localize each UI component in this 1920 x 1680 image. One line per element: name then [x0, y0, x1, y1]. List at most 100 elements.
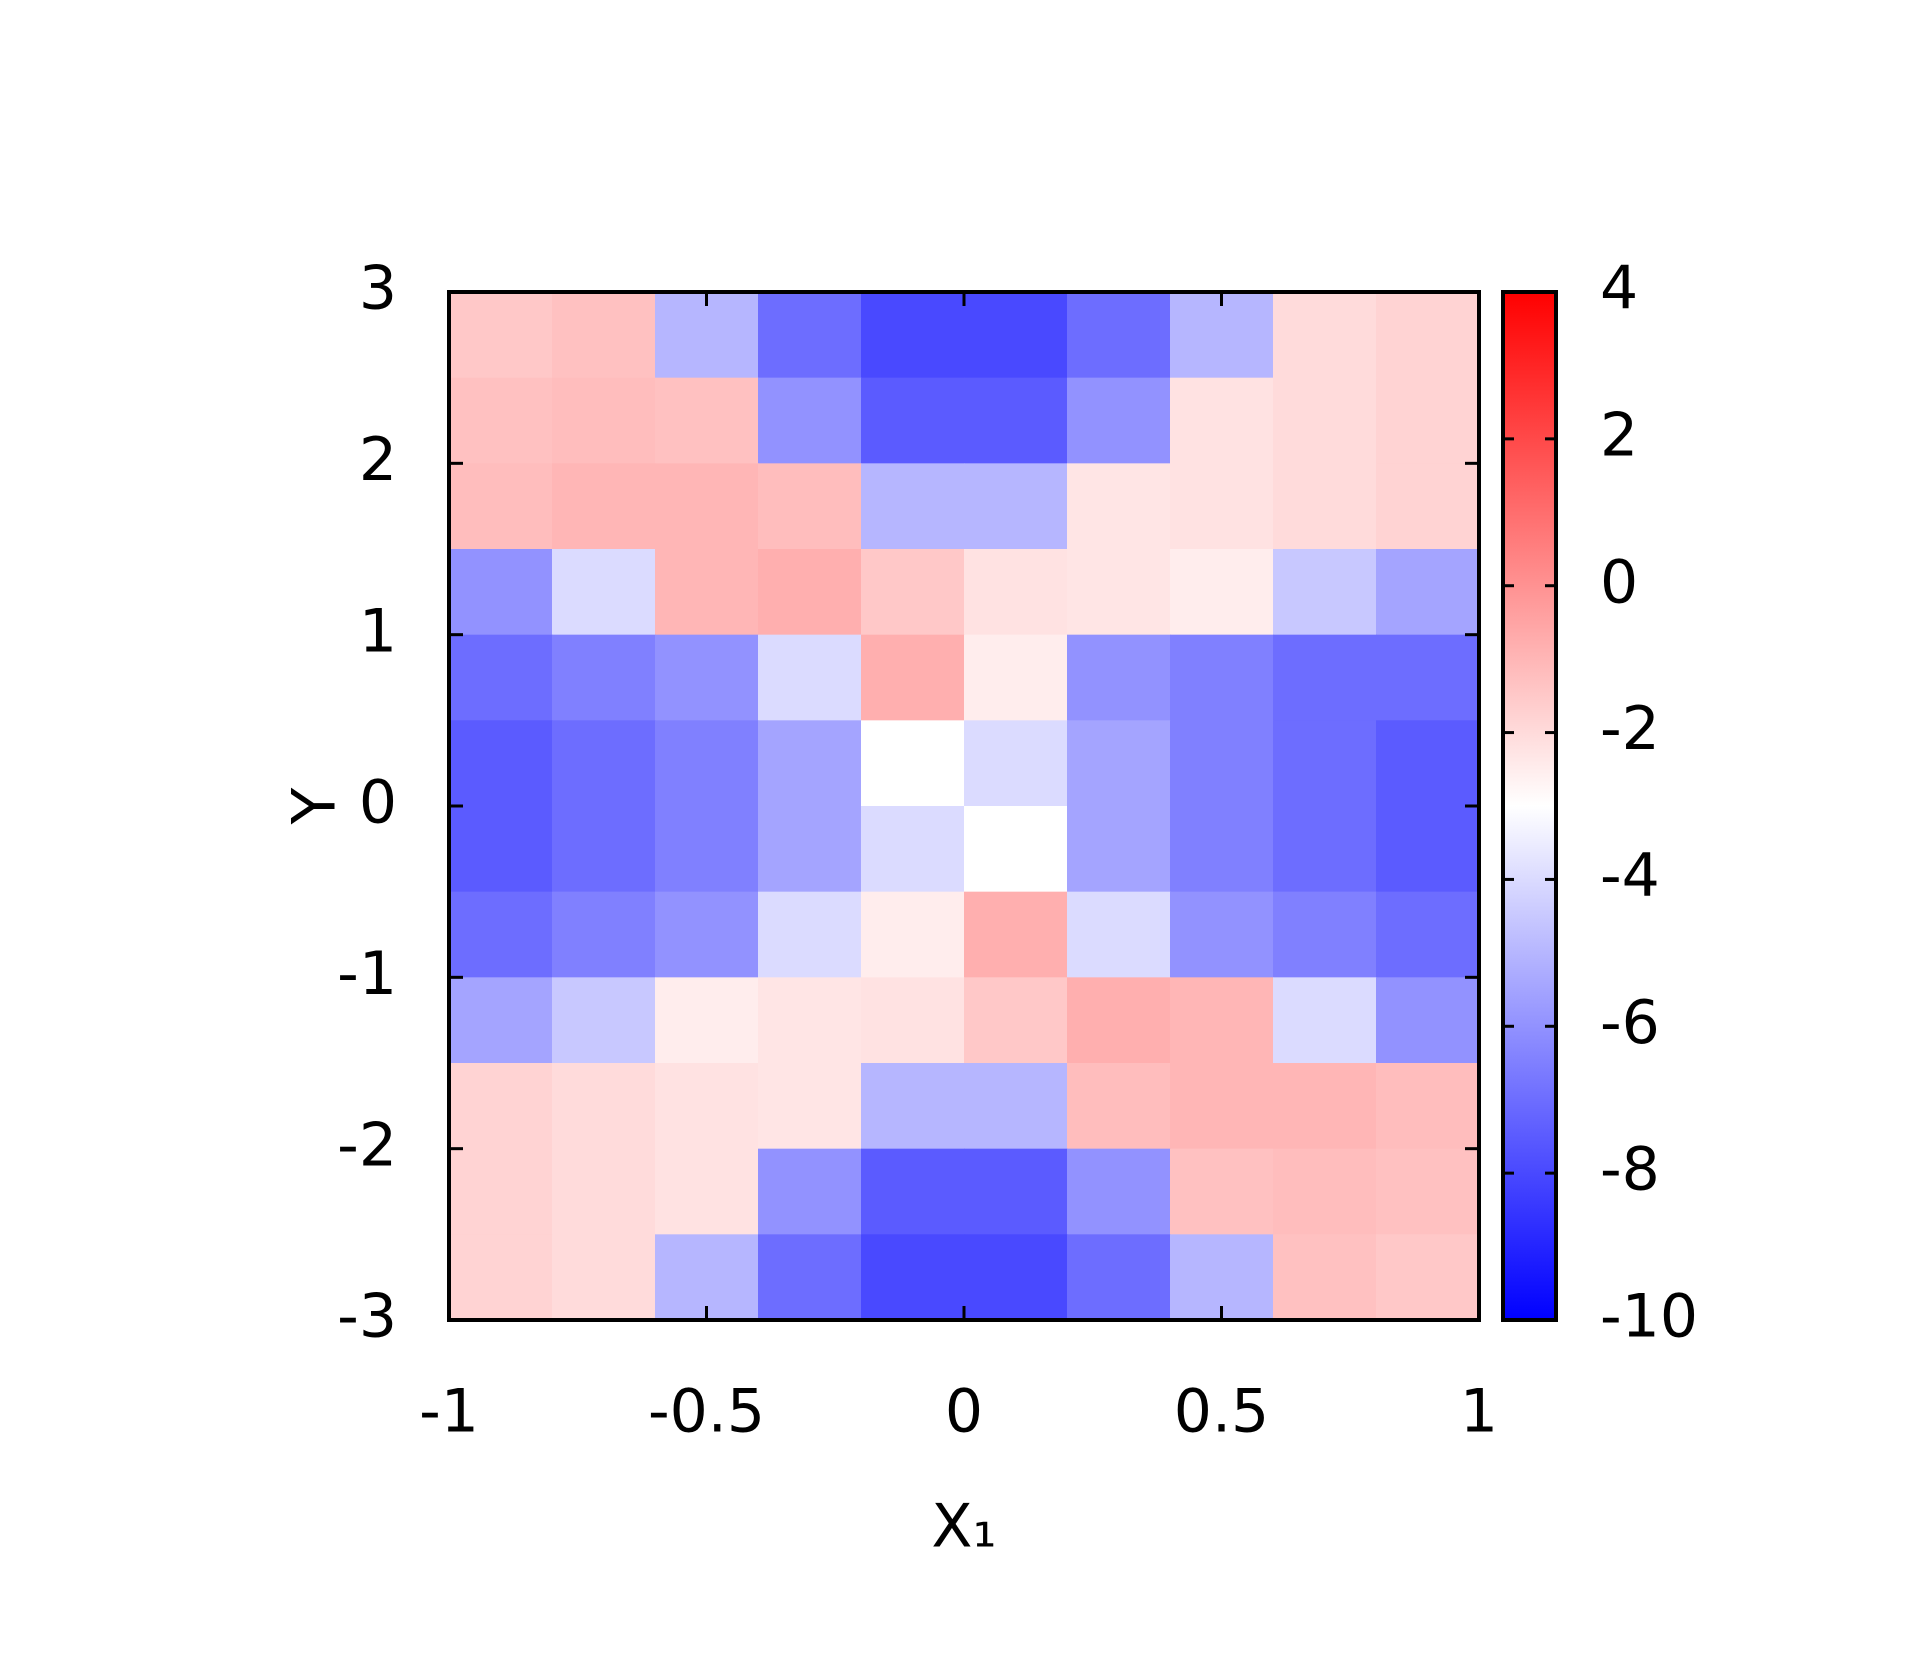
colorbar-tick-label: 4 [1600, 254, 1638, 324]
heatmap-cell [1273, 549, 1377, 636]
heatmap-cell [1067, 377, 1171, 464]
heatmap-cell [1067, 549, 1171, 636]
heatmap-cell [552, 377, 656, 464]
heatmap-cell [758, 1063, 862, 1150]
heatmap-cell [449, 1063, 553, 1150]
heatmap-cell [1067, 463, 1171, 550]
heatmap-cell [449, 806, 553, 893]
heatmap-cell [861, 377, 965, 464]
heatmap-cell [1376, 549, 1480, 636]
heatmap-cell [758, 549, 862, 636]
heatmap-cell [552, 463, 656, 550]
heatmap-cell [758, 1234, 862, 1321]
heatmap-cell [552, 1148, 656, 1235]
heatmap-cell [552, 549, 656, 636]
heatmap-cell [552, 1234, 656, 1321]
colorbar-tick-label: -6 [1600, 988, 1660, 1058]
heatmap-cell [758, 377, 862, 464]
heatmap-cell [552, 292, 656, 379]
heatmap-cell [1376, 377, 1480, 464]
y-tick-label: -2 [337, 1110, 397, 1180]
colorbar-tick-label: -8 [1600, 1135, 1660, 1205]
heatmap-cell [758, 1148, 862, 1235]
heatmap-cell [655, 720, 759, 807]
heatmap-cell [449, 1148, 553, 1235]
heatmap-cell [1273, 463, 1377, 550]
heatmap-cell [1273, 1063, 1377, 1150]
heatmap-cell [655, 1148, 759, 1235]
heatmap-cell [1067, 1063, 1171, 1150]
heatmap-cell [1067, 977, 1171, 1064]
heatmap-cell [552, 634, 656, 721]
heatmap-cell [758, 292, 862, 379]
heatmap-cell [861, 634, 965, 721]
heatmap-cell [1273, 806, 1377, 893]
heatmap-cell [1376, 720, 1480, 807]
y-tick-label: 3 [359, 254, 397, 324]
heatmap-cell [449, 977, 553, 1064]
heatmap [449, 292, 1480, 1321]
heatmap-cell [552, 806, 656, 893]
heatmap-cell [1067, 1148, 1171, 1235]
heatmap-cell [758, 806, 862, 893]
y-axis-label: Y [280, 787, 350, 825]
heatmap-cell [655, 891, 759, 978]
heatmap-cell [1376, 977, 1480, 1064]
y-tick-label: -1 [337, 939, 397, 1009]
heatmap-cell [1170, 1063, 1274, 1150]
heatmap-cell [1376, 634, 1480, 721]
colorbar-tick-label: 0 [1600, 547, 1638, 617]
heatmap-cell [758, 977, 862, 1064]
colorbar-tick-label: -2 [1600, 694, 1660, 764]
heatmap-cell [964, 549, 1068, 636]
y-tick-label: 0 [359, 768, 397, 838]
colorbar-tick-label: -10 [1600, 1282, 1698, 1352]
heatmap-cell [655, 463, 759, 550]
heatmap-cell [449, 549, 553, 636]
heatmap-cell [655, 1063, 759, 1150]
heatmap-cell [964, 377, 1068, 464]
heatmap-cell [1170, 292, 1274, 379]
heatmap-cell [655, 977, 759, 1064]
heatmap-cell [1067, 292, 1171, 379]
heatmap-cell [655, 549, 759, 636]
y-tick-label: -3 [337, 1282, 397, 1352]
x-tick-label: 0 [945, 1377, 983, 1447]
heatmap-cell [1170, 377, 1274, 464]
heatmap-cell [964, 292, 1068, 379]
heatmap-cell [655, 634, 759, 721]
heatmap-cell [449, 292, 553, 379]
heatmap-cell [861, 292, 965, 379]
heatmap-cell [1170, 977, 1274, 1064]
heatmap-cell [1376, 463, 1480, 550]
heatmap-cell [964, 1234, 1068, 1321]
heatmap-cell [861, 1148, 965, 1235]
heatmap-cell [758, 463, 862, 550]
heatmap-cell [449, 377, 553, 464]
heatmap-cell [1376, 1148, 1480, 1235]
heatmap-cell [1273, 377, 1377, 464]
heatmap-cell [552, 977, 656, 1064]
heatmap-cell [964, 720, 1068, 807]
heatmap-cell [861, 463, 965, 550]
heatmap-cell [1170, 549, 1274, 636]
colorbar-tick-label: -4 [1600, 841, 1660, 911]
heatmap-cell [1067, 891, 1171, 978]
heatmap-cell [1170, 634, 1274, 721]
heatmap-cell [861, 891, 965, 978]
heatmap-cell [552, 1063, 656, 1150]
heatmap-cell [552, 720, 656, 807]
heatmap-cell [449, 634, 553, 721]
x-tick-label: -1 [419, 1377, 479, 1447]
y-tick-label: 2 [359, 425, 397, 495]
heatmap-cell [964, 1063, 1068, 1150]
heatmap-cell [1273, 1234, 1377, 1321]
heatmap-cell [964, 463, 1068, 550]
heatmap-cell [449, 891, 553, 978]
heatmap-cell [1273, 720, 1377, 807]
heatmap-cell [758, 720, 862, 807]
heatmap-cell [1376, 806, 1480, 893]
heatmap-cell [1067, 634, 1171, 721]
